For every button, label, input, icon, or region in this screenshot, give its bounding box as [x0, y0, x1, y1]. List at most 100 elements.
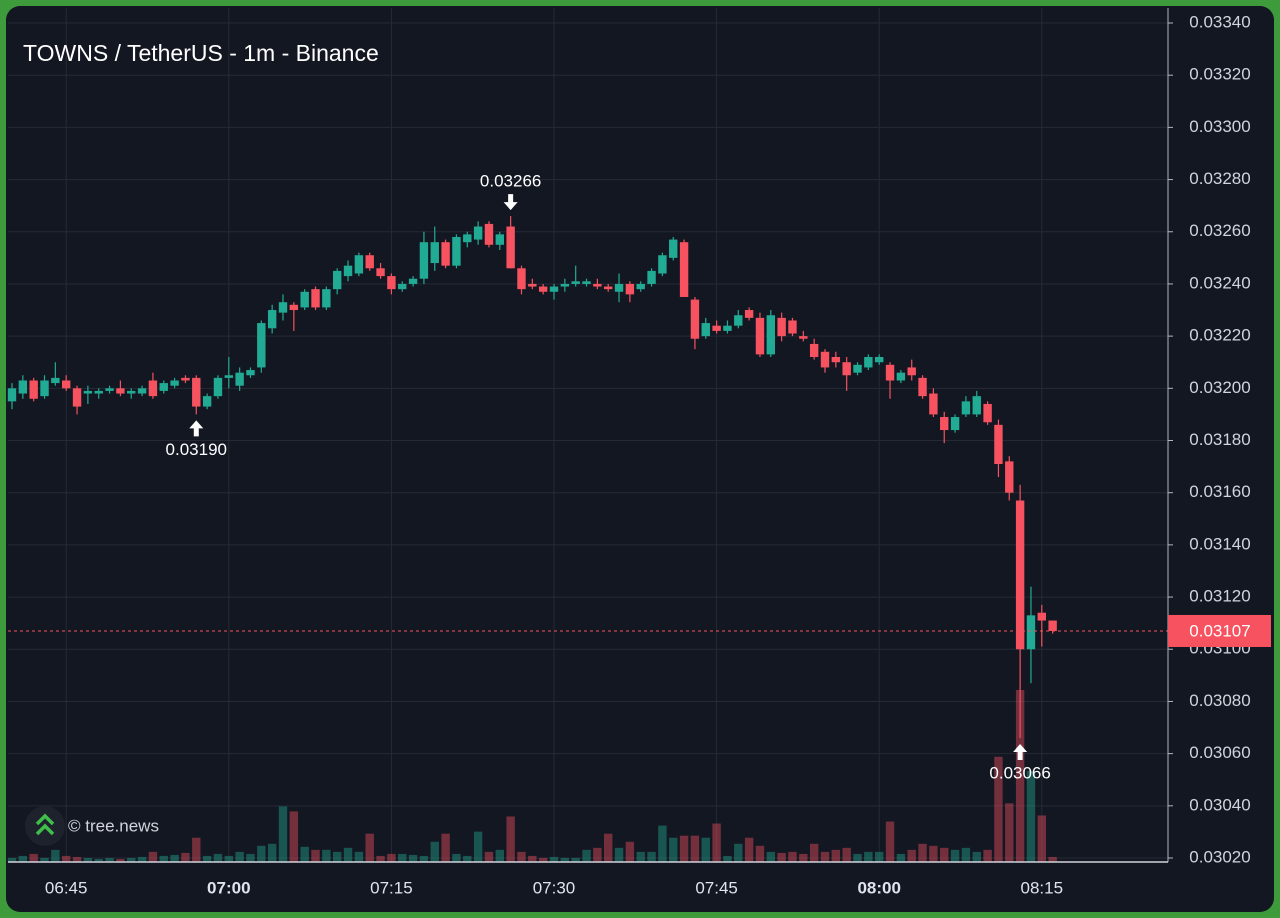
volume-bar: [636, 851, 645, 862]
volume-bar: [950, 849, 960, 862]
annotation-label: 0.03266: [480, 172, 541, 191]
candle-body: [311, 289, 320, 308]
volume-bar: [40, 857, 49, 862]
volume-bar: [333, 851, 342, 862]
volume-bar: [452, 853, 461, 862]
volume-bar: [809, 843, 819, 862]
volume-bar: [202, 855, 212, 862]
y-tick-label: 0.03260: [1189, 221, 1250, 240]
candle-body: [224, 375, 233, 378]
volume-bar: [842, 847, 851, 862]
volume-bar: [799, 853, 808, 862]
volume-bar: [528, 855, 537, 862]
candle-body: [419, 242, 429, 279]
candle-body: [994, 424, 1003, 464]
candle-body: [755, 317, 765, 355]
candle-body: [712, 325, 721, 331]
volume-bar: [62, 855, 71, 862]
candle-body: [29, 380, 38, 399]
candle-body: [744, 310, 754, 318]
candle-body: [387, 276, 396, 290]
candle-body: [289, 304, 299, 311]
candle-layer: [7, 216, 1057, 738]
watermark: © tree.news: [68, 816, 159, 835]
volume-bar: [777, 852, 786, 862]
candle-body: [820, 351, 830, 368]
candle-body: [376, 268, 385, 277]
volume-bar: [322, 849, 331, 862]
volume-bar: [1026, 770, 1036, 862]
volume-bar: [473, 831, 483, 862]
volume-bar: [614, 847, 624, 862]
volume-bar: [658, 825, 667, 862]
candle-body: [896, 372, 906, 381]
volume-bar: [929, 845, 938, 862]
volume-bar: [755, 845, 765, 862]
candle-body: [7, 388, 17, 402]
candle-body: [1048, 620, 1057, 631]
volume-bar: [896, 853, 906, 862]
y-tick-label: 0.03080: [1189, 691, 1250, 710]
volume-bar: [701, 837, 710, 862]
volume-bar: [875, 851, 884, 862]
volume-bar: [137, 856, 147, 862]
volume-bar: [907, 849, 916, 862]
candle-body: [517, 268, 526, 290]
candle-body: [875, 357, 884, 363]
volume-layer: [7, 690, 1057, 862]
candle-body: [105, 388, 114, 391]
volume-bar: [246, 853, 255, 862]
candle-body: [1026, 615, 1036, 650]
candle-body: [950, 417, 960, 431]
y-tick-label: 0.03060: [1189, 743, 1250, 762]
candle-body: [549, 286, 559, 292]
y-tick-label: 0.03180: [1189, 430, 1250, 449]
y-tick-label: 0.03040: [1189, 795, 1250, 814]
candle-body: [40, 380, 49, 397]
volume-bar: [788, 851, 797, 862]
volume-bar: [51, 849, 60, 862]
candle-body: [799, 336, 808, 339]
volume-bar: [376, 855, 385, 862]
candle-body: [506, 226, 515, 269]
volume-bar: [723, 855, 732, 862]
annotation-label: 0.03066: [989, 763, 1050, 782]
overlay-layer: 0.03266 0.03190 0.03066: [8, 172, 1168, 782]
chart-background: [6, 6, 1274, 912]
candle-body: [430, 242, 439, 264]
volume-bar: [7, 857, 17, 862]
candle-body: [582, 281, 591, 284]
candle-body: [940, 417, 949, 431]
x-tick-label: 06:45: [45, 878, 88, 897]
candle-body: [842, 362, 851, 376]
y-tick-label: 0.03300: [1189, 117, 1250, 136]
volume-bar: [983, 849, 992, 862]
volume-bar: [257, 845, 266, 862]
volume-bar: [571, 857, 580, 862]
volume-bar: [365, 833, 374, 862]
candle-body: [538, 286, 548, 292]
volume-bar: [766, 851, 775, 862]
x-tick-label: 07:45: [695, 878, 738, 897]
watermark-logo: [25, 806, 65, 846]
candle-body: [809, 343, 819, 357]
candle-body: [398, 283, 407, 290]
volume-bar: [94, 858, 103, 862]
volume-bar: [289, 811, 299, 862]
volume-bar: [1037, 815, 1046, 862]
candle-body: [159, 383, 168, 391]
volume-bar: [127, 857, 136, 862]
candle-body: [213, 377, 223, 397]
annotation-arrow: [503, 194, 518, 211]
volume-bar: [419, 855, 429, 862]
volume-bar: [278, 806, 288, 862]
candle-body: [831, 357, 841, 363]
x-tick-label: 08:15: [1021, 878, 1064, 897]
volume-bar: [831, 849, 841, 862]
last-price-box: [1168, 614, 1271, 647]
candle-body: [907, 367, 916, 376]
volume-bar: [148, 851, 158, 862]
candle-body: [560, 283, 570, 287]
volume-bar: [29, 853, 38, 862]
